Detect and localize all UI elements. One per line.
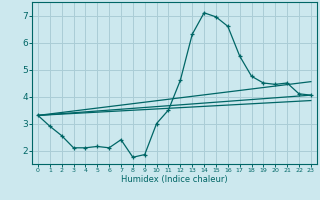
X-axis label: Humidex (Indice chaleur): Humidex (Indice chaleur): [121, 175, 228, 184]
